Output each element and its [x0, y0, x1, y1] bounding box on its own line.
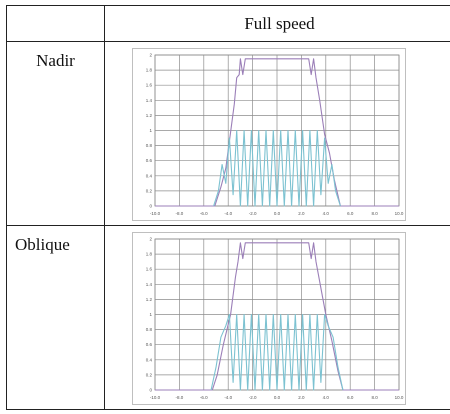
x-tick-label: 4.0	[323, 395, 330, 400]
y-tick-label: 0.8	[146, 143, 153, 148]
x-tick-label: 2.0	[298, 395, 305, 400]
chart-cell-nadir: -10.0 -8.0 -6.0 -4.0 -2.0 0.0 2.0 4.0 6.0 8.0 10.0…	[104, 41, 450, 227]
x-tick-label: -4.0	[224, 211, 232, 216]
y-tick-label: 0.6	[146, 158, 153, 163]
y-tick-label: 1.8	[146, 68, 153, 73]
chart-cell-oblique: -10.0 -8.0 -6.0 -4.0 -2.0 0.0 2.0 4.0 6.0 8.0 10.0…	[104, 225, 450, 410]
y-tick-label: 1	[149, 128, 152, 133]
y-tick-label: 1.4	[146, 98, 153, 103]
x-tick-label: -10.0	[150, 395, 161, 400]
series-line-cyan	[213, 130, 341, 207]
y-tick-label: 2	[149, 237, 152, 242]
row-label-nadir: Nadir	[6, 41, 105, 227]
table-header-row: Full speed	[6, 4, 450, 43]
x-tick-label: 4.0	[323, 211, 330, 216]
x-tick-label: -6.0	[200, 395, 208, 400]
chart-svg-nadir: -10.0 -8.0 -6.0 -4.0 -2.0 0.0 2.0 4.0 6.0 8.0 10.0…	[146, 53, 404, 217]
y-tick-label: 1.2	[146, 297, 153, 302]
x-tick-label: -10.0	[150, 211, 161, 216]
y-tick-label: 1.2	[146, 113, 153, 118]
y-tick-label: 2	[149, 53, 152, 58]
x-tick-label: 8.0	[371, 395, 378, 400]
y-tick-label: 0	[149, 204, 152, 209]
x-tick-label: 0.0	[274, 211, 281, 216]
y-tick-label: 0.2	[146, 372, 153, 377]
x-tick-label: 10.0	[395, 395, 404, 400]
y-tick-label: 0	[149, 388, 152, 393]
y-tick-label: 0.6	[146, 342, 153, 347]
y-tick-label: 0.4	[146, 357, 153, 362]
chart-oblique: -10.0 -8.0 -6.0 -4.0 -2.0 0.0 2.0 4.0 6.0 8.0 10.0…	[132, 232, 406, 406]
x-tick-label: -2.0	[249, 395, 257, 400]
y-tick-label: 1	[149, 312, 152, 317]
empty-corner-cell	[6, 4, 105, 43]
table-row-oblique: Oblique -10.0 -8.0 -6.0 -4.0 -2.0 0.0 2.0 4.0 6.…	[6, 225, 450, 410]
x-tick-label: -8.0	[176, 395, 184, 400]
x-tick-label: -2.0	[249, 211, 257, 216]
table-row-nadir: Nadir -10.0 -8.0 -6.0 -4.0 -2.0 0.0 2.0 4.0 6.0 8…	[6, 41, 450, 227]
x-tick-label: -8.0	[176, 211, 184, 216]
x-tick-label: 2.0	[298, 211, 305, 216]
column-header-full-speed: Full speed	[104, 4, 450, 43]
row-label-oblique: Oblique	[6, 225, 105, 410]
chart-nadir: -10.0 -8.0 -6.0 -4.0 -2.0 0.0 2.0 4.0 6.0 8.0 10.0…	[132, 48, 406, 222]
y-tick-label: 0.8	[146, 327, 153, 332]
y-tick-label: 1.4	[146, 282, 153, 287]
y-tick-label: 1.6	[146, 267, 153, 272]
x-tick-label: -6.0	[200, 211, 208, 216]
x-tick-label: 6.0	[347, 395, 354, 400]
chart-svg-oblique: -10.0 -8.0 -6.0 -4.0 -2.0 0.0 2.0 4.0 6.0 8.0 10.0…	[146, 237, 404, 401]
x-tick-label: 10.0	[395, 211, 404, 216]
series-line-purple	[155, 242, 399, 391]
x-tick-label: 8.0	[371, 211, 378, 216]
results-table: Full speed Nadir -10.0 -8.0 -6.0 -4.0 -2.0 0.…	[6, 4, 450, 410]
y-tick-label: 0.4	[146, 173, 153, 178]
y-tick-label: 1.8	[146, 252, 153, 257]
x-tick-label: 0.0	[274, 395, 281, 400]
y-tick-label: 0.2	[146, 189, 153, 194]
x-tick-label: -4.0	[224, 395, 232, 400]
series-line-purple	[155, 58, 399, 207]
y-tick-label: 1.6	[146, 83, 153, 88]
series-line-cyan	[210, 314, 344, 391]
x-tick-label: 6.0	[347, 211, 354, 216]
